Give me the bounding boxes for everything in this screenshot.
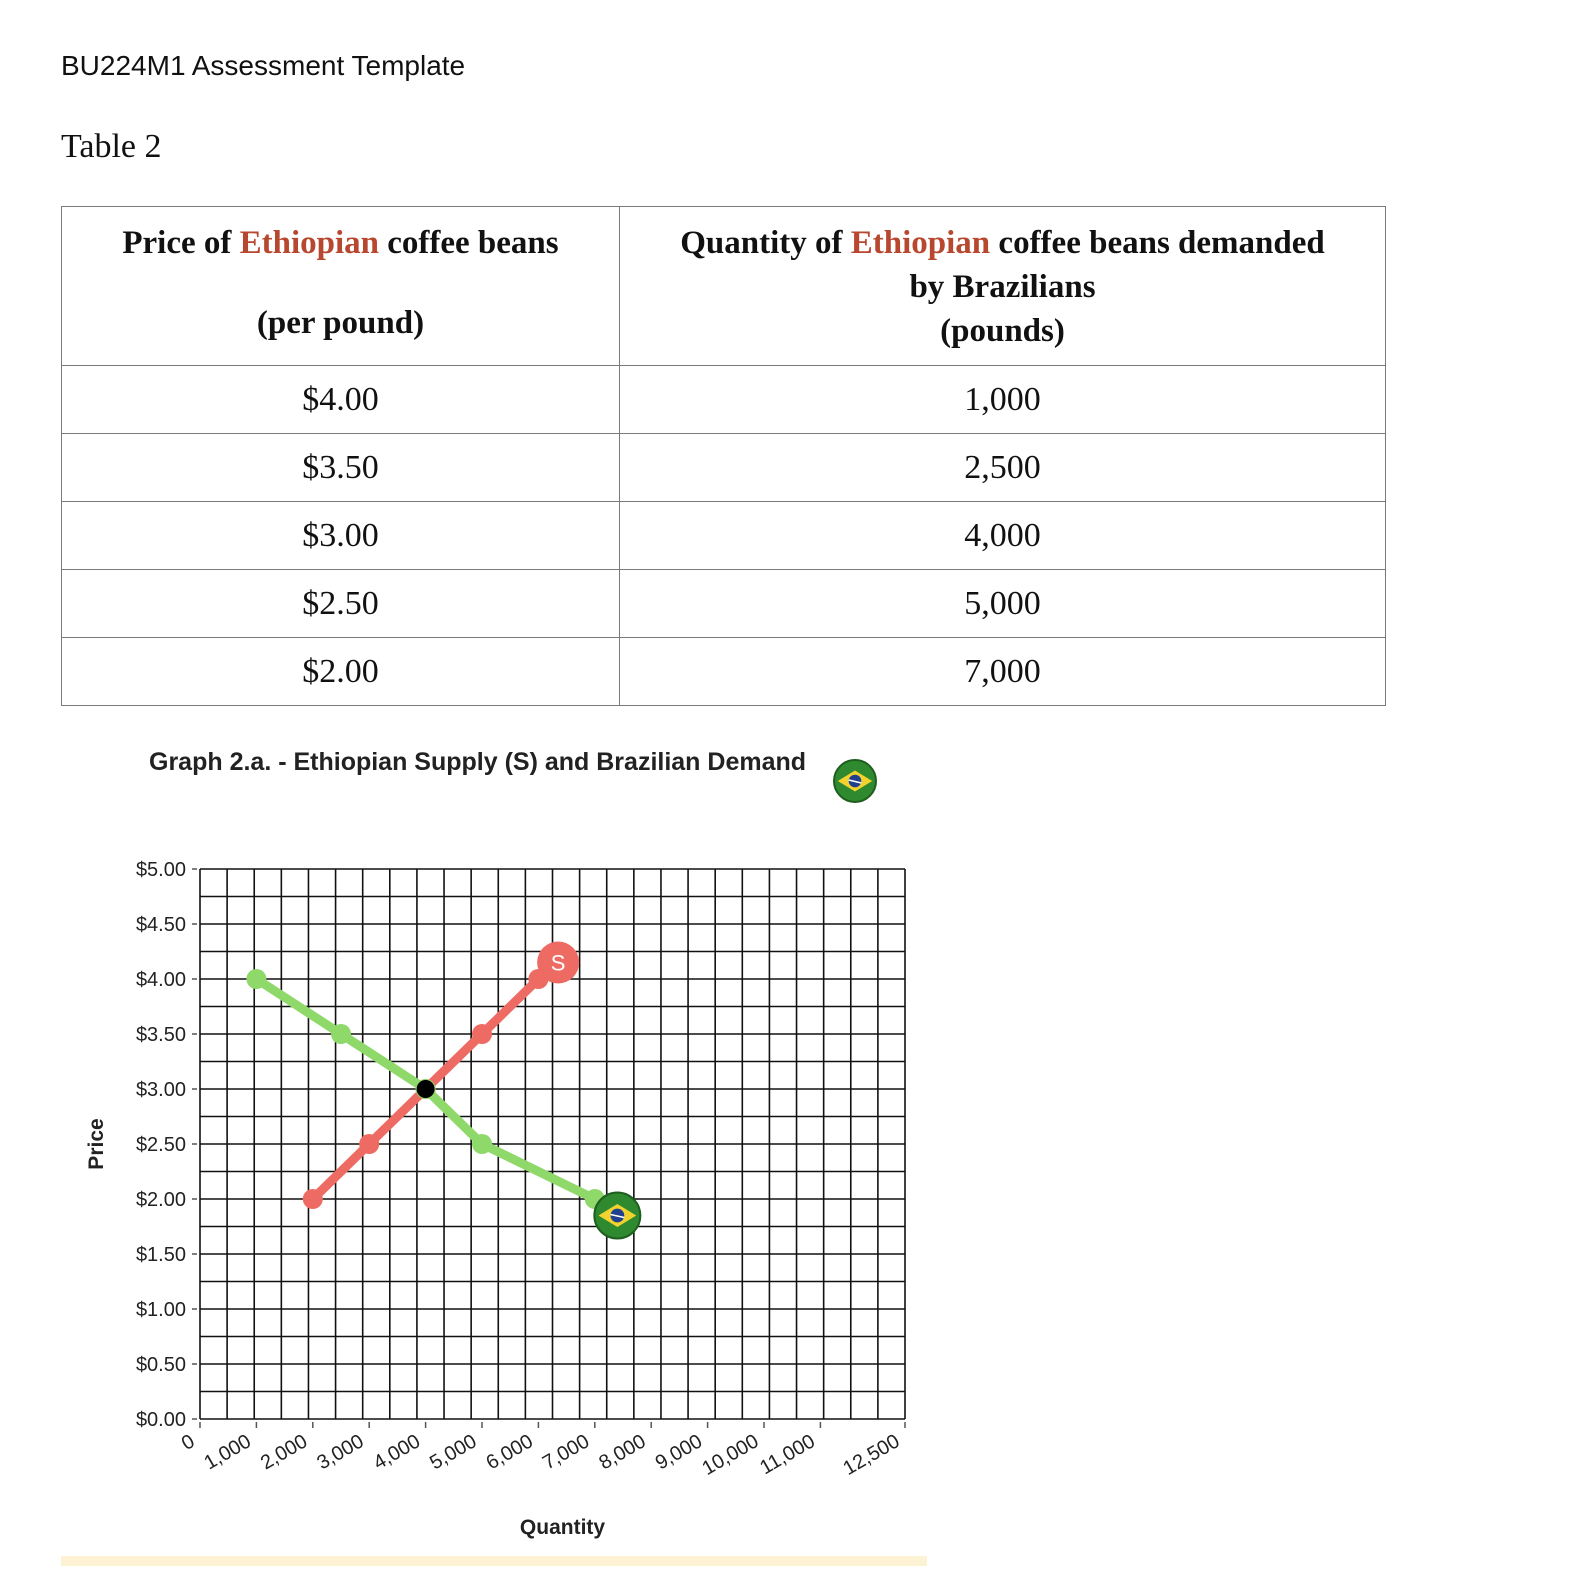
y-axis-label: Price xyxy=(85,1118,108,1169)
table-caption: Table 2 xyxy=(61,128,162,165)
supply-point xyxy=(302,1189,323,1209)
x-tick-label: 11,000 xyxy=(756,1430,819,1479)
document-header: BU224M1 Assessment Template xyxy=(61,50,466,81)
chart-title: Graph 2.a. - Ethiopian Supply (S) and Br… xyxy=(149,748,807,776)
y-tick-label: $0.00 xyxy=(136,1409,186,1431)
x-axis-label: Quantity xyxy=(520,1516,605,1539)
header-price-line1: Price of Ethiopian coffee beans xyxy=(62,207,619,265)
price-cell: $2.50 xyxy=(61,569,620,638)
price-cell: $3.00 xyxy=(61,501,620,570)
header-price-pre: Price of xyxy=(122,225,240,261)
header-quantity-accent: Ethiopian xyxy=(850,225,991,261)
x-tick-label: 7,000 xyxy=(539,1430,593,1474)
legend-band xyxy=(61,1556,927,1566)
header-quantity-pre: Quantity of xyxy=(680,225,851,261)
x-tick-label: 4,000 xyxy=(370,1430,424,1474)
quantity-cell: 4,000 xyxy=(619,501,1386,570)
supply-point xyxy=(472,1024,492,1044)
table-row: $2.00 7,000 xyxy=(61,637,1386,706)
table-row: $3.00 4,000 xyxy=(61,501,1386,570)
x-tick-label: 10,000 xyxy=(699,1430,763,1480)
y-tick-label: $3.00 xyxy=(136,1079,186,1101)
x-tick-label: 6,000 xyxy=(483,1430,537,1474)
header-price-accent: Ethiopian xyxy=(239,225,380,261)
y-tick-label: $3.50 xyxy=(136,1024,186,1046)
table-row: $3.50 2,500 xyxy=(61,433,1386,502)
table-row: $2.50 5,000 xyxy=(61,569,1386,638)
y-tick-label: $4.50 xyxy=(136,914,186,936)
quantity-cell: 2,500 xyxy=(619,433,1386,502)
header-price: Price of Ethiopian coffee beans (per pou… xyxy=(61,206,620,366)
flag-band xyxy=(848,779,862,784)
demand-point xyxy=(472,1134,492,1154)
x-tick-label: 12,500 xyxy=(840,1430,904,1480)
price-cell: $2.00 xyxy=(61,637,620,706)
x-tick-label: 8,000 xyxy=(595,1430,649,1474)
x-tick-label: 9,000 xyxy=(652,1430,706,1474)
demand-curve xyxy=(251,974,622,1220)
demand-point xyxy=(331,1024,351,1044)
demand-point xyxy=(246,969,267,989)
y-tick-label: $4.00 xyxy=(136,969,186,991)
y-tick-label: $1.50 xyxy=(136,1244,186,1266)
demand-table: Price of Ethiopian coffee beans (per pou… xyxy=(61,206,1386,706)
demand-end-flag-icon xyxy=(593,1191,642,1240)
x-tick-label: 1,000 xyxy=(201,1430,255,1474)
supply-point xyxy=(359,1134,380,1154)
header-quantity-post: coffee beans demanded xyxy=(990,225,1325,261)
price-cell: $4.00 xyxy=(61,365,620,434)
y-tick-label: $2.00 xyxy=(136,1189,186,1211)
x-tick-label: 3,000 xyxy=(313,1430,367,1474)
table-row: $4.00 1,000 xyxy=(61,365,1386,434)
header-price-unit: (per pound) xyxy=(256,305,425,341)
price-cell: $3.50 xyxy=(61,433,620,502)
x-tick-label: 5,000 xyxy=(426,1430,480,1474)
supply-label: S xyxy=(551,951,566,976)
x-tick-label: 0 xyxy=(178,1430,199,1455)
header-quantity-line1: Quantity of Ethiopian coffee beans deman… xyxy=(620,207,1385,265)
quantity-cell: 5,000 xyxy=(619,569,1386,638)
header-quantity-unit: (pounds) xyxy=(940,313,1065,349)
quantity-cell: 1,000 xyxy=(619,365,1386,434)
table-header-row: Price of Ethiopian coffee beans (per pou… xyxy=(61,206,1386,366)
header-quantity: Quantity of Ethiopian coffee beans deman… xyxy=(619,206,1386,366)
header-quantity-line2: by Brazilians xyxy=(909,269,1096,305)
x-tick-label: 2,000 xyxy=(257,1430,311,1474)
y-tick-label: $0.50 xyxy=(136,1354,186,1376)
y-tick-label: $2.50 xyxy=(136,1134,186,1156)
flag-band xyxy=(610,1213,625,1219)
equilibrium-point xyxy=(416,1080,435,1098)
header-price-post: coffee beans xyxy=(379,225,559,261)
y-tick-label: $1.00 xyxy=(136,1299,186,1321)
quantity-cell: 7,000 xyxy=(619,637,1386,706)
brazil-flag-icon xyxy=(833,759,877,803)
y-tick-label: $5.00 xyxy=(136,859,186,881)
supply-label-marker xyxy=(537,941,580,984)
